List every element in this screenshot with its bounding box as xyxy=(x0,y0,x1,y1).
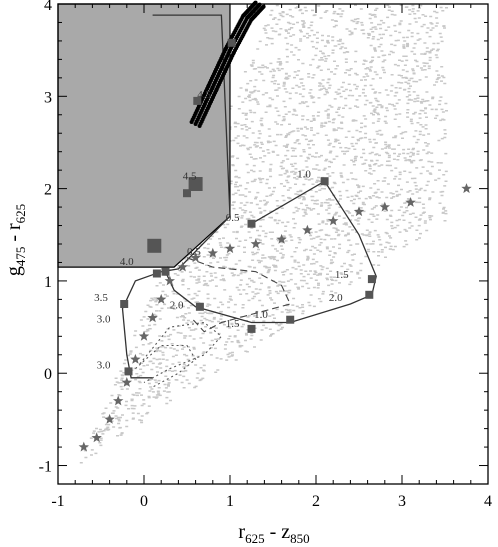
scatter-cloud xyxy=(79,4,449,464)
star-point xyxy=(147,312,158,323)
dashed-curve xyxy=(186,257,291,333)
track-a-label: 2.0 xyxy=(170,300,184,312)
y-axis-title-mid: - r xyxy=(3,223,25,247)
track-b-marker xyxy=(227,38,236,47)
track-a-marker xyxy=(195,302,204,311)
y-tick-label: -1 xyxy=(39,459,52,476)
curve-layer xyxy=(121,14,377,388)
x-axis-ticks: -1 0 1 2 3 4 xyxy=(51,4,492,510)
star-point xyxy=(328,215,339,226)
star-point xyxy=(121,377,132,387)
star-point xyxy=(224,243,236,254)
star-point xyxy=(177,261,188,272)
shaded-region xyxy=(57,3,231,268)
star-point xyxy=(164,275,175,286)
black-sequence-point xyxy=(261,4,266,9)
y-axis-title: g475 - r625 xyxy=(3,204,28,276)
track-a-label: 1.5 xyxy=(226,318,240,330)
star-point xyxy=(138,330,150,341)
track-a-line xyxy=(164,180,377,324)
track-a-label: 0.5 xyxy=(187,246,201,258)
track-b-marker xyxy=(147,238,162,253)
track-a-label: 1.5 xyxy=(335,269,349,281)
track-b-marker xyxy=(152,269,161,278)
star-point xyxy=(207,247,218,258)
star-point xyxy=(91,432,102,443)
track-a-marker xyxy=(161,267,170,276)
x-axis-title-sub1: 625 xyxy=(245,531,265,546)
star-point xyxy=(276,233,287,244)
track-a-label: 0.5 xyxy=(226,212,240,224)
track-b-marker xyxy=(183,189,191,198)
x-tick-label: -1 xyxy=(51,493,64,510)
track-a-label: 1.0 xyxy=(297,169,311,181)
x-axis-title-sub2: 850 xyxy=(290,531,310,546)
track-b-marker xyxy=(120,300,129,308)
star-point xyxy=(379,201,390,212)
y-axis-ticks: -1 0 1 2 3 4 xyxy=(39,0,488,476)
y-tick-label: 0 xyxy=(44,366,52,383)
star-point xyxy=(353,206,365,217)
track-a-marker xyxy=(247,324,256,333)
track-b-marker xyxy=(193,96,202,105)
track-b-marker xyxy=(188,177,203,191)
x-axis-title-mid: - z xyxy=(265,521,291,543)
track-b-line xyxy=(121,14,231,379)
x-axis-title: r625 - z850 xyxy=(238,521,309,546)
star-point xyxy=(78,441,89,452)
x-tick-label: 1 xyxy=(226,493,234,510)
star-point xyxy=(405,197,416,207)
track-a-label: 1.0 xyxy=(254,309,268,321)
x-tick-label: 3 xyxy=(398,493,406,510)
track-b-label: 4.0 xyxy=(120,256,134,268)
track-a-marker xyxy=(286,315,295,324)
track-b-label: 3.0 xyxy=(97,314,111,326)
star-point xyxy=(130,353,141,364)
track-a-marker xyxy=(367,275,376,284)
x-tick-label: 2 xyxy=(312,493,320,510)
star-point xyxy=(302,224,313,235)
y-tick-label: 4 xyxy=(44,0,52,14)
marker-layer: 1.0 0.5 1.5 2.0 1.0 1.5 2.0 0.5 4.5 4.5 4.0 3.5 3.0 3… xyxy=(78,0,472,452)
y-axis-title-sub2: 625 xyxy=(13,204,28,224)
star-point xyxy=(104,413,115,424)
track-b-label: 3.0 xyxy=(97,360,111,372)
y-axis-title-main: g xyxy=(3,266,25,276)
star-point xyxy=(461,183,472,194)
dotted-curve-0 xyxy=(139,321,223,383)
background-point-cloud xyxy=(79,4,449,464)
track-b-label: 4.5 xyxy=(183,170,197,182)
x-tick-label: 4 xyxy=(484,493,492,510)
track-b-marker xyxy=(124,367,133,376)
track-a-label: 2.0 xyxy=(329,292,343,304)
y-tick-label: 3 xyxy=(44,89,52,106)
star-point xyxy=(113,395,124,406)
star-point xyxy=(190,252,201,263)
x-axis-title-main: r xyxy=(238,521,245,543)
track-b-label: 4.5 xyxy=(197,89,211,101)
track-a-marker xyxy=(365,290,374,299)
track-a-marker xyxy=(247,219,256,228)
star-point xyxy=(156,293,167,304)
shaded-region-layer xyxy=(57,3,231,268)
track-a-marker xyxy=(320,177,329,186)
x-tick-label: 0 xyxy=(140,493,148,510)
y-tick-label: 1 xyxy=(44,274,52,291)
track-b-label: 3.5 xyxy=(94,292,108,304)
y-axis-title-sub1: 475 xyxy=(13,247,28,267)
star-point xyxy=(250,238,261,249)
y-tick-label: 2 xyxy=(44,182,52,199)
